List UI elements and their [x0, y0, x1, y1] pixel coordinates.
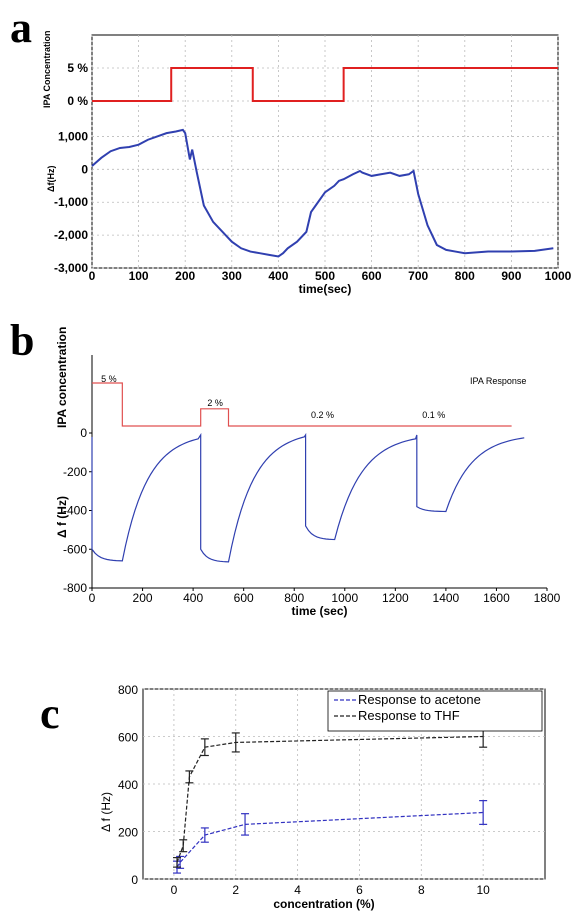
- panel-b-ytick-label: -800: [63, 581, 87, 595]
- panel-b-ytick-label: -400: [63, 504, 87, 518]
- panel-letter-c: c: [40, 689, 60, 738]
- panel-b-step-label: 2 %: [207, 398, 223, 408]
- panel-c-ytick-label: 800: [118, 683, 138, 697]
- panel-c-xtick-label: 0: [171, 883, 178, 897]
- panel-a-concentration-line: [92, 67, 558, 102]
- panel-c-ytick-label: 600: [118, 731, 138, 745]
- panel-c-ylabel: Δ f (Hz): [99, 792, 113, 832]
- panel-c-xlabel: concentration (%): [273, 897, 374, 911]
- panel-c-legend-label: Response to acetone: [358, 692, 481, 707]
- panel-b: 0 200 400 600 800 1000 1200 1400 1600 1800 -800 -60…: [55, 327, 561, 618]
- panel-b-freq-ylabel: Δ f (Hz): [55, 496, 69, 538]
- panel-a-conc-level-label: 0 %: [67, 94, 88, 108]
- panel-c-ytick-label: 0: [131, 873, 138, 887]
- panel-b-xtick-label: 1200: [382, 591, 409, 605]
- panel-a-xtick-label: 1000: [545, 269, 572, 283]
- panel-c-legend-box: [327, 690, 543, 732]
- panel-b-xtick-label: 1000: [331, 591, 358, 605]
- panel-b-xlabel: time (sec): [291, 604, 347, 618]
- panel-b-step-label: 0.1 %: [422, 410, 445, 420]
- panel-b-step-label: 5 %: [101, 374, 117, 384]
- panel-a-xtick-label: 700: [408, 269, 428, 283]
- panel-a-freq-ylabel: Δf(Hz): [46, 166, 56, 192]
- panel-b-ytick-label: 0: [80, 426, 87, 440]
- panel-b-legend-text: IPA Response: [470, 376, 526, 386]
- panel-b-xtick-label: 800: [284, 591, 304, 605]
- panel-letter-b: b: [10, 316, 34, 365]
- panel-b-xtick-label: 400: [183, 591, 203, 605]
- panel-a-xtick-label: 600: [362, 269, 382, 283]
- panel-c: 0 2 4 6 8 10 0 200 400 600 800 concentration (%) Δ f…: [99, 683, 546, 911]
- panel-a-xtick-label: 300: [222, 269, 242, 283]
- panel-c-xtick-label: 4: [294, 883, 301, 897]
- panel-a-xtick-label: 400: [268, 269, 288, 283]
- panel-b-frequency-line: [91, 432, 525, 563]
- panel-a-ytick-label: -3,000: [54, 261, 88, 275]
- panel-c-series-line: [176, 811, 484, 868]
- panel-b-xtick-label: 200: [133, 591, 153, 605]
- panel-a-ytick-label: -2,000: [54, 228, 88, 242]
- panel-c-xtick-label: 6: [356, 883, 363, 897]
- panel-c-ytick-label: 200: [118, 826, 138, 840]
- panel-b-xtick-label: 600: [234, 591, 254, 605]
- panel-c-legend-label: Response to THF: [358, 708, 460, 723]
- panel-a-xtick-label: 800: [455, 269, 475, 283]
- panel-a-ytick-label: 0: [81, 162, 88, 176]
- panel-b-concentration-line: [92, 382, 512, 427]
- panel-b-step-label: 0.2 %: [311, 410, 334, 420]
- panel-b-xtick-label: 1400: [433, 591, 460, 605]
- panel-a-xtick-label: 200: [175, 269, 195, 283]
- panel-c-xtick-label: 8: [418, 883, 425, 897]
- panel-a-xlabel: time(sec): [299, 282, 352, 296]
- panel-a-xtick-label: 500: [315, 269, 335, 283]
- panel-b-xtick-label: 1600: [483, 591, 510, 605]
- panel-b-xtick-label: 1800: [534, 591, 561, 605]
- panel-c-xtick-label: 2: [232, 883, 239, 897]
- panel-c-series-line: [176, 735, 484, 863]
- panel-a-ytick-label: -1,000: [54, 195, 88, 209]
- panel-a-conc-ylabel: IPA Concentration: [42, 30, 52, 108]
- panel-b-xtick-label: 0: [89, 591, 96, 605]
- panel-b-ytick-label: -600: [63, 542, 87, 556]
- panel-a: 0 100 200 300 400 500 600 700 800 900 1000 -3,000 -2…: [42, 30, 572, 296]
- panel-c-ytick-label: 400: [118, 778, 138, 792]
- panel-a-xtick-label: 100: [129, 269, 149, 283]
- panel-b-conc-ylabel: IPA concentration: [55, 327, 69, 428]
- panel-a-xtick-label: 0: [89, 269, 96, 283]
- panel-letter-a: a: [10, 3, 32, 52]
- panel-a-conc-level-label: 5 %: [67, 61, 88, 75]
- panel-a-xtick-label: 900: [501, 269, 521, 283]
- panel-c-xtick-label: 10: [476, 883, 490, 897]
- panel-a-frequency-line: [91, 128, 554, 258]
- panel-a-ytick-label: 1,000: [58, 129, 88, 143]
- panel-b-ytick-label: -200: [63, 465, 87, 479]
